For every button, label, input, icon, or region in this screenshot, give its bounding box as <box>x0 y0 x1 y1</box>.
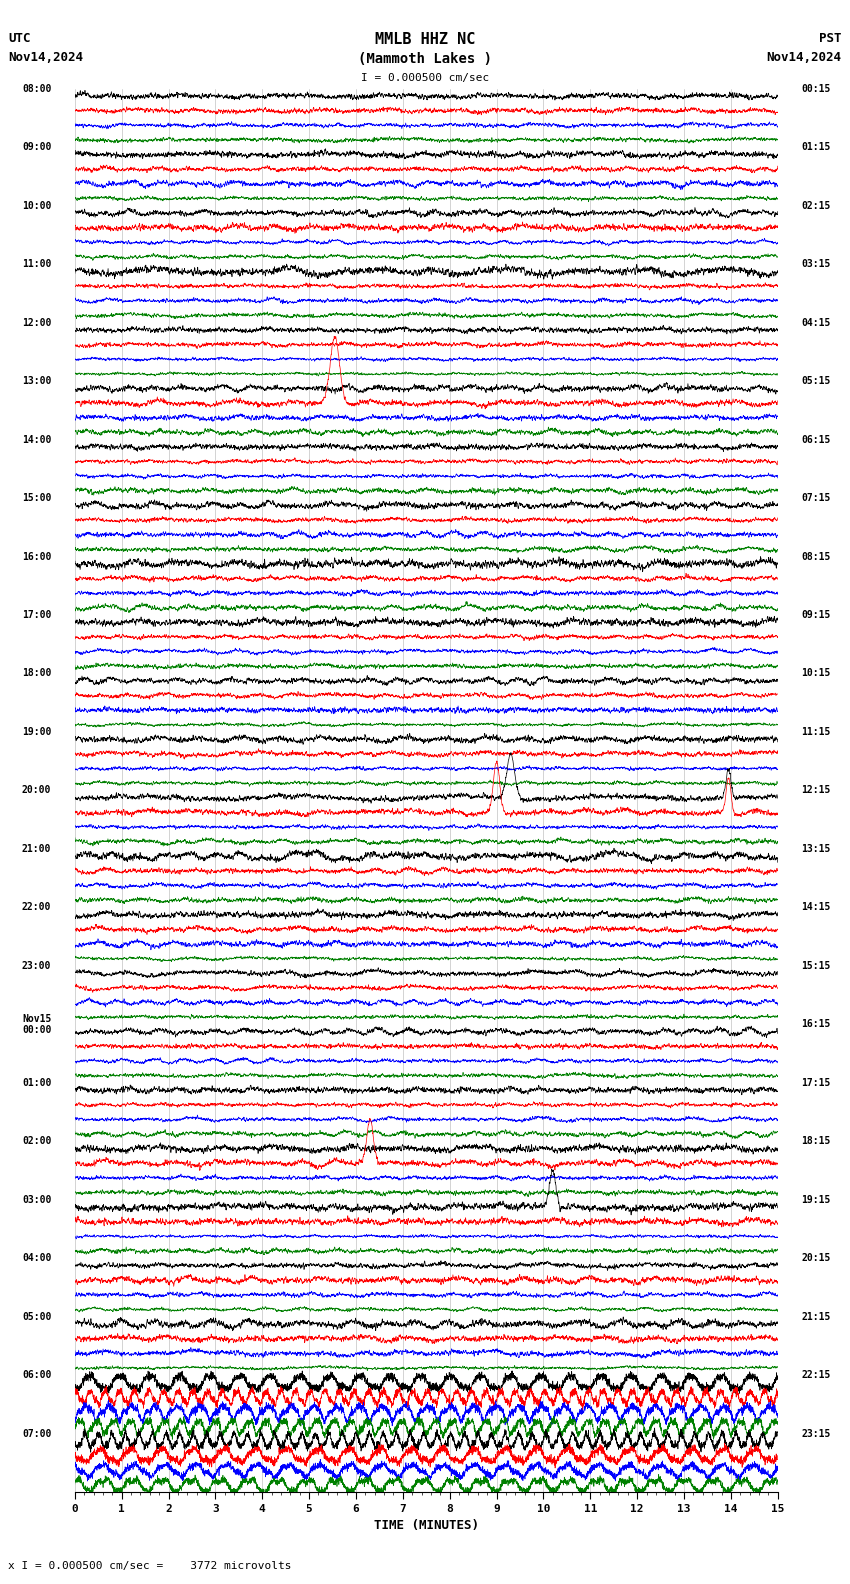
Text: 13:15: 13:15 <box>802 844 830 854</box>
Text: 20:15: 20:15 <box>802 1253 830 1262</box>
Text: 01:00: 01:00 <box>22 1077 51 1088</box>
Text: 02:15: 02:15 <box>802 201 830 211</box>
Text: 21:15: 21:15 <box>802 1312 830 1321</box>
Text: 14:15: 14:15 <box>802 903 830 912</box>
Text: 03:15: 03:15 <box>802 260 830 269</box>
Text: 18:00: 18:00 <box>22 668 51 678</box>
Text: 13:00: 13:00 <box>22 375 51 386</box>
Text: 10:15: 10:15 <box>802 668 830 678</box>
Text: x I = 0.000500 cm/sec =    3772 microvolts: x I = 0.000500 cm/sec = 3772 microvolts <box>8 1562 292 1571</box>
X-axis label: TIME (MINUTES): TIME (MINUTES) <box>374 1519 479 1532</box>
Text: 21:00: 21:00 <box>22 844 51 854</box>
Text: 20:00: 20:00 <box>22 786 51 795</box>
Text: 04:00: 04:00 <box>22 1253 51 1262</box>
Text: 03:00: 03:00 <box>22 1194 51 1205</box>
Text: 01:15: 01:15 <box>802 143 830 152</box>
Text: 22:00: 22:00 <box>22 903 51 912</box>
Text: 14:00: 14:00 <box>22 434 51 445</box>
Text: 17:00: 17:00 <box>22 610 51 619</box>
Text: 11:15: 11:15 <box>802 727 830 737</box>
Text: 23:15: 23:15 <box>802 1429 830 1438</box>
Text: 16:15: 16:15 <box>802 1020 830 1030</box>
Text: (Mammoth Lakes ): (Mammoth Lakes ) <box>358 52 492 67</box>
Text: UTC: UTC <box>8 32 31 44</box>
Text: Nov14,2024: Nov14,2024 <box>8 51 83 63</box>
Text: 17:15: 17:15 <box>802 1077 830 1088</box>
Text: Nov15
00:00: Nov15 00:00 <box>22 1014 51 1034</box>
Text: PST: PST <box>819 32 842 44</box>
Text: 23:00: 23:00 <box>22 961 51 971</box>
Text: 02:00: 02:00 <box>22 1136 51 1147</box>
Text: 06:00: 06:00 <box>22 1370 51 1380</box>
Text: 09:00: 09:00 <box>22 143 51 152</box>
Text: 04:15: 04:15 <box>802 318 830 328</box>
Text: 08:00: 08:00 <box>22 84 51 93</box>
Text: 19:00: 19:00 <box>22 727 51 737</box>
Text: I = 0.000500 cm/sec: I = 0.000500 cm/sec <box>361 73 489 82</box>
Text: 11:00: 11:00 <box>22 260 51 269</box>
Text: 05:15: 05:15 <box>802 375 830 386</box>
Text: 07:00: 07:00 <box>22 1429 51 1438</box>
Text: 06:15: 06:15 <box>802 434 830 445</box>
Text: 12:00: 12:00 <box>22 318 51 328</box>
Text: 08:15: 08:15 <box>802 551 830 561</box>
Text: 00:15: 00:15 <box>802 84 830 93</box>
Text: 10:00: 10:00 <box>22 201 51 211</box>
Text: Nov14,2024: Nov14,2024 <box>767 51 842 63</box>
Text: 05:00: 05:00 <box>22 1312 51 1321</box>
Text: 09:15: 09:15 <box>802 610 830 619</box>
Text: 15:00: 15:00 <box>22 493 51 504</box>
Text: 15:15: 15:15 <box>802 961 830 971</box>
Text: 12:15: 12:15 <box>802 786 830 795</box>
Text: 07:15: 07:15 <box>802 493 830 504</box>
Text: 18:15: 18:15 <box>802 1136 830 1147</box>
Text: 22:15: 22:15 <box>802 1370 830 1380</box>
Text: 19:15: 19:15 <box>802 1194 830 1205</box>
Text: MMLB HHZ NC: MMLB HHZ NC <box>375 32 475 46</box>
Text: 16:00: 16:00 <box>22 551 51 561</box>
